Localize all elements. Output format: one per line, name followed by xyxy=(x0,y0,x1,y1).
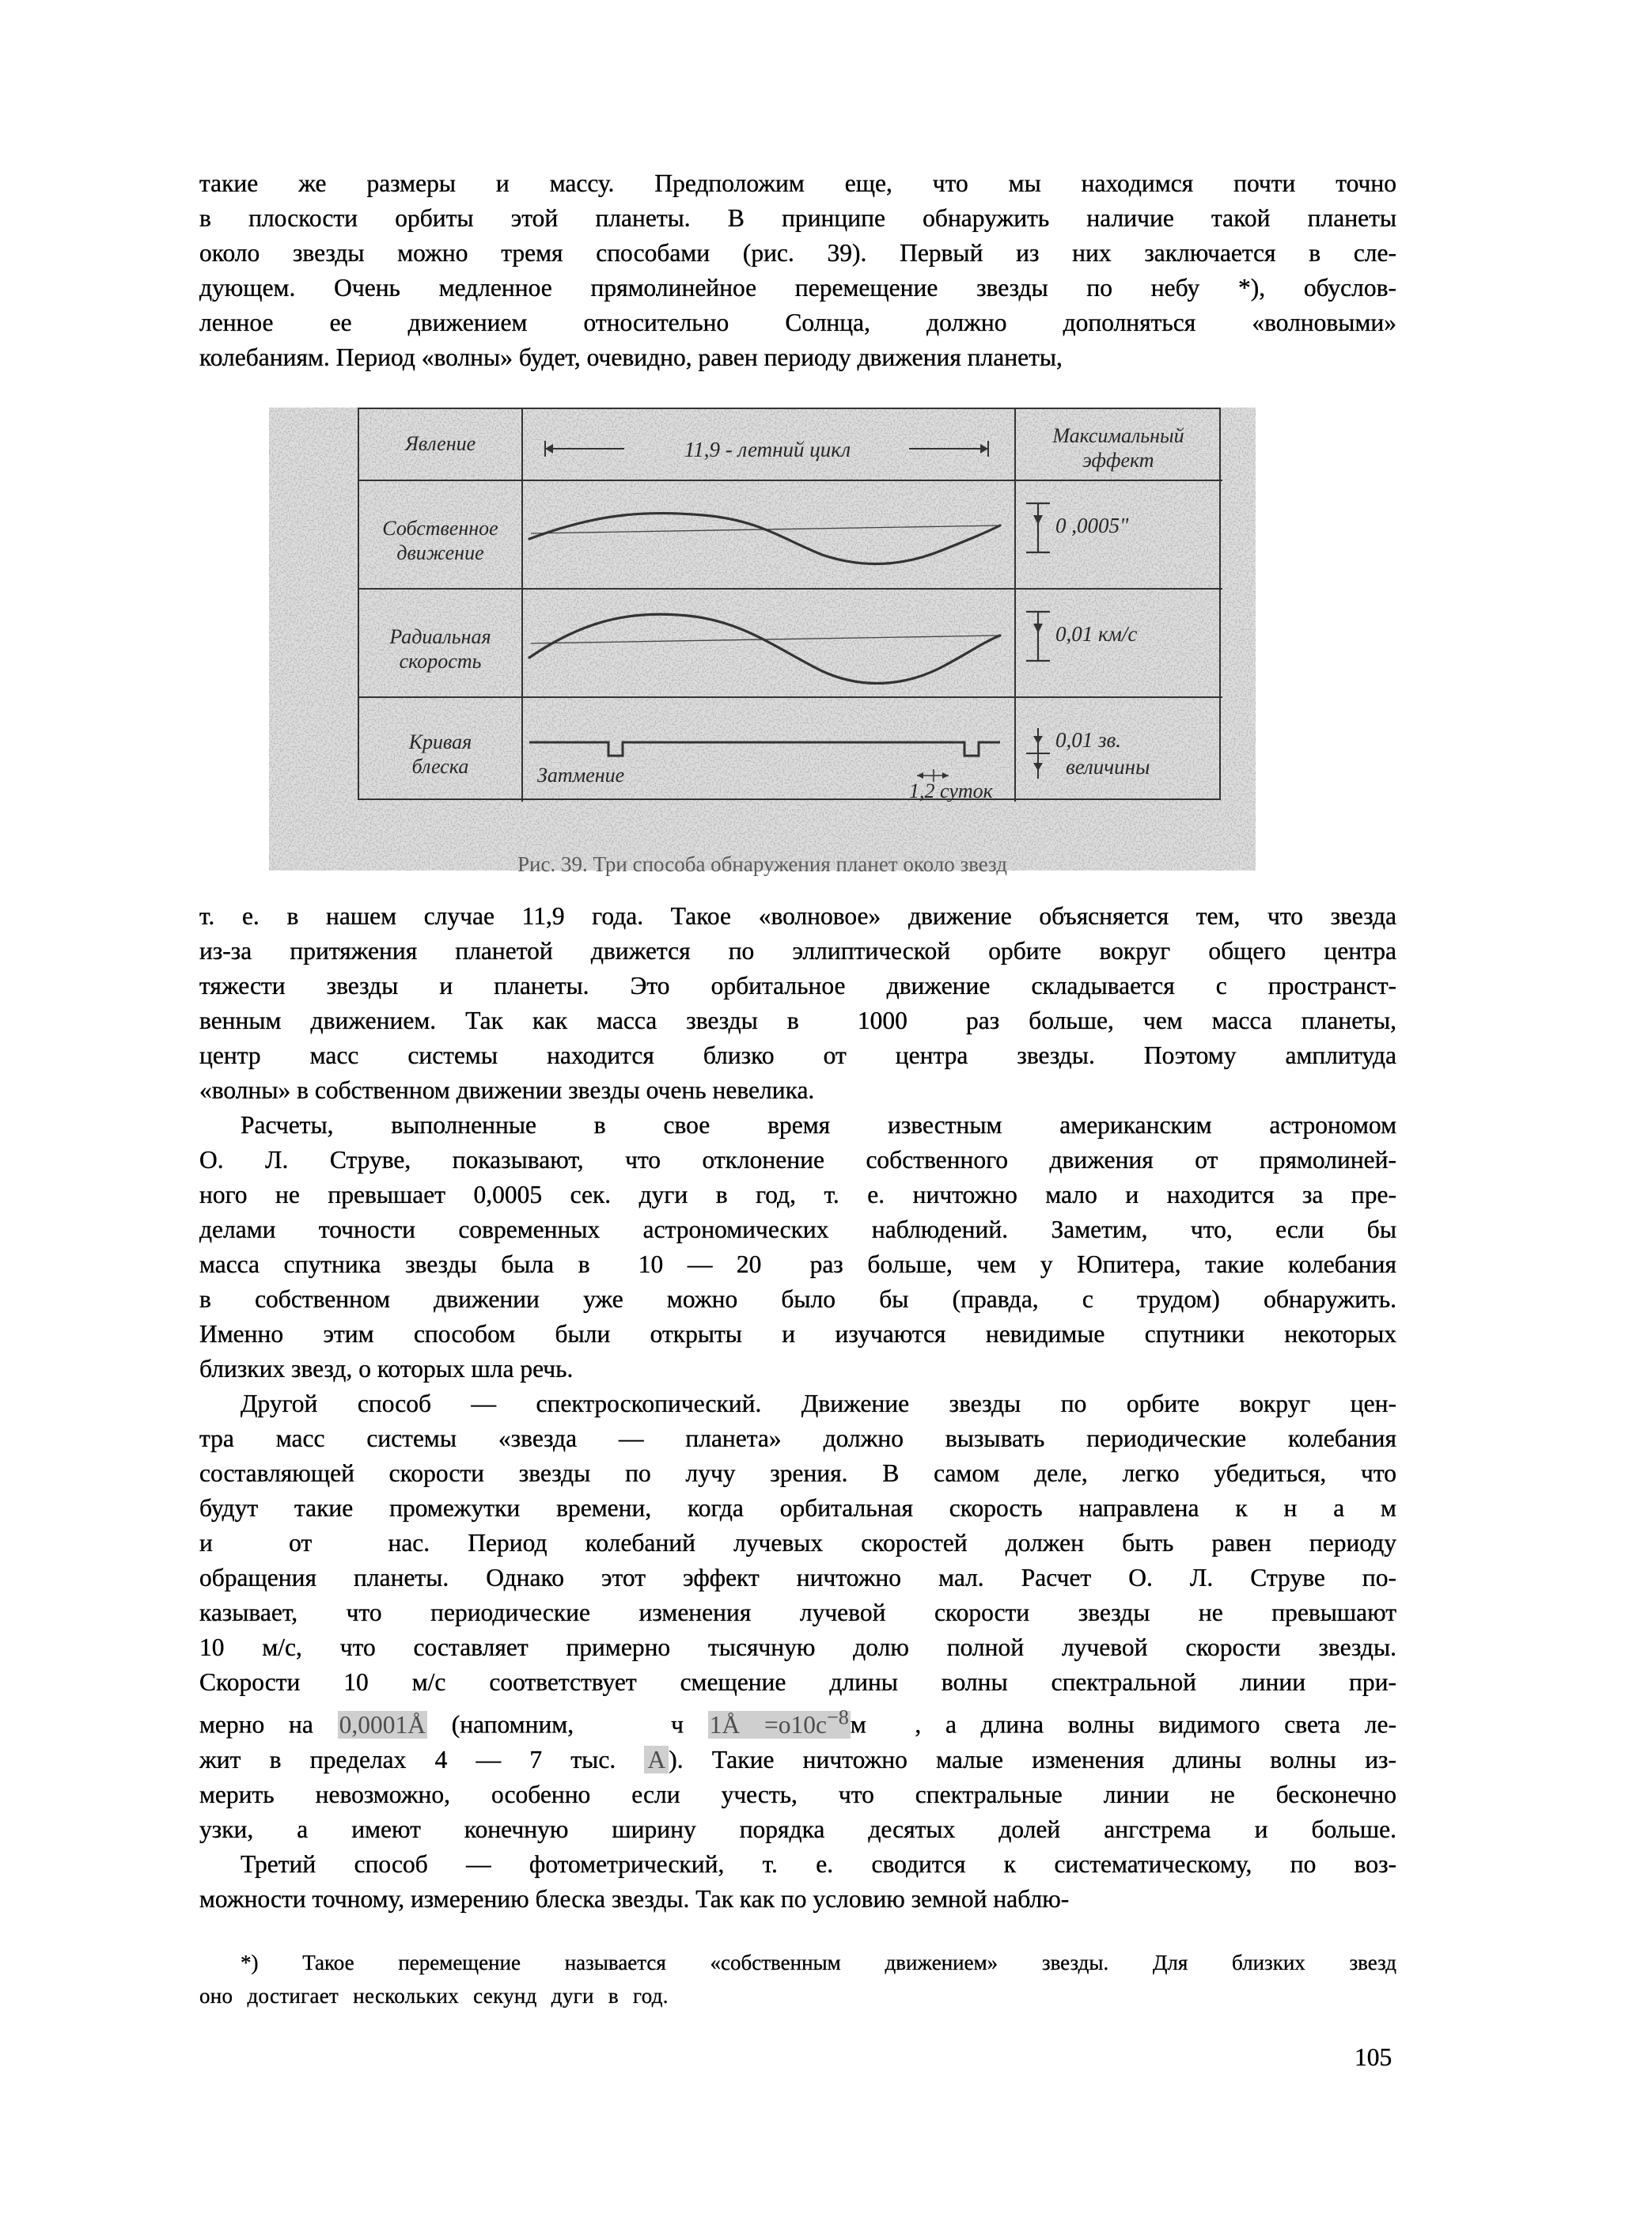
svg-text:0 ,0005": 0 ,0005" xyxy=(1055,514,1129,537)
svg-text:0,01 зв.: 0,01 зв. xyxy=(1055,728,1121,752)
svg-text:величины: величины xyxy=(1066,755,1150,779)
svg-text:1,2 суток: 1,2 суток xyxy=(909,779,994,802)
svg-text:0,01 км/с: 0,01 км/с xyxy=(1055,622,1137,646)
svg-text:Затмение: Затмение xyxy=(537,764,624,787)
svg-text:11,9 - летний цикл: 11,9 - летний цикл xyxy=(684,438,851,461)
